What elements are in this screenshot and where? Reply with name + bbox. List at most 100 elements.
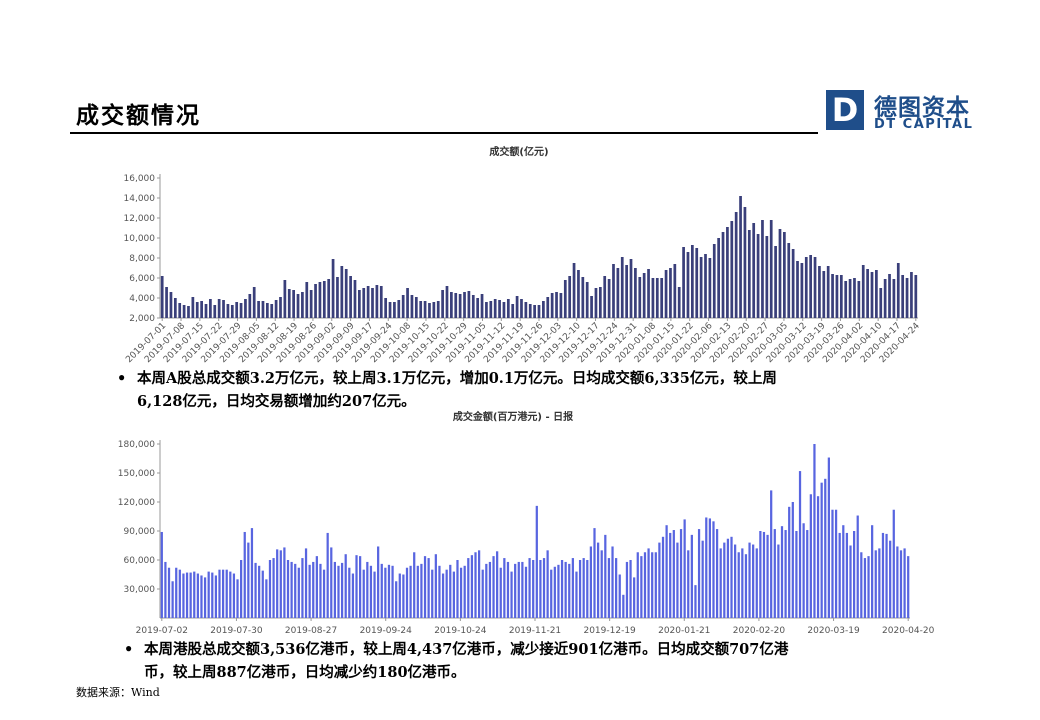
bar xyxy=(344,554,347,618)
bar xyxy=(312,561,315,618)
bar xyxy=(874,550,877,618)
bar xyxy=(160,531,163,618)
y-tick-label: 10,000 xyxy=(124,234,156,244)
bar xyxy=(899,550,903,618)
bar xyxy=(423,301,427,318)
bar xyxy=(371,288,374,318)
bar xyxy=(885,533,888,618)
bar xyxy=(682,247,685,318)
bar xyxy=(625,561,629,618)
bar xyxy=(239,303,243,318)
bar xyxy=(766,534,769,618)
bar xyxy=(726,538,730,618)
bar xyxy=(863,558,867,618)
bar xyxy=(384,298,388,318)
bar xyxy=(910,272,913,318)
bar xyxy=(822,271,826,318)
bar xyxy=(405,567,409,618)
bar xyxy=(373,571,376,618)
bar xyxy=(488,561,492,618)
bar xyxy=(397,300,401,318)
bar xyxy=(250,528,254,618)
bar xyxy=(229,571,232,618)
bar xyxy=(434,554,437,618)
bar xyxy=(881,532,885,618)
bar xyxy=(704,254,707,318)
bar xyxy=(182,573,185,618)
bullet-hk: • 本周港股总成交额3,536亿港币，较上周4,437亿港币，减少接近901亿港… xyxy=(124,638,934,684)
bar xyxy=(391,565,394,618)
bar xyxy=(217,299,221,318)
bar xyxy=(337,565,340,618)
bar xyxy=(344,269,348,318)
bar xyxy=(730,536,733,618)
bar xyxy=(756,234,760,318)
bar xyxy=(441,573,445,618)
bar xyxy=(664,270,668,318)
bar xyxy=(236,579,239,618)
bar xyxy=(870,272,874,318)
bar xyxy=(318,282,322,318)
bar xyxy=(866,269,869,318)
bar xyxy=(452,571,455,618)
bar xyxy=(861,265,865,318)
y-tick-label: 150,000 xyxy=(118,469,155,479)
dt-capital-logo: D 德图资本 DT CAPITAL xyxy=(826,90,986,134)
bar xyxy=(492,556,495,618)
bar xyxy=(243,531,246,618)
bar xyxy=(607,558,611,618)
bar xyxy=(340,266,344,318)
bar xyxy=(521,561,524,618)
bar xyxy=(699,257,703,318)
bar xyxy=(655,278,659,318)
bar xyxy=(582,558,585,618)
bar xyxy=(787,243,791,318)
bar xyxy=(784,530,787,618)
bar xyxy=(824,478,827,618)
bar xyxy=(701,540,704,618)
bar xyxy=(292,290,295,318)
bar xyxy=(379,286,383,318)
bar xyxy=(604,534,607,618)
bar xyxy=(254,562,257,618)
bar xyxy=(788,506,791,618)
bar xyxy=(802,523,805,618)
bar xyxy=(744,554,748,618)
bar xyxy=(878,548,881,618)
bar xyxy=(726,227,729,318)
bar xyxy=(743,207,747,318)
bar xyxy=(555,292,558,318)
bar xyxy=(905,278,909,318)
bar xyxy=(261,570,264,618)
bar xyxy=(813,444,816,618)
bullet-line: 本周港股总成交额3,536亿港币，较上周4,437亿港币，减少接近901亿港币。… xyxy=(144,641,789,658)
bar xyxy=(503,558,506,618)
bar xyxy=(178,569,181,618)
bar xyxy=(502,302,506,318)
bar xyxy=(438,565,441,618)
bar xyxy=(441,290,444,318)
y-tick-label: 120,000 xyxy=(118,498,155,508)
bar xyxy=(524,566,528,618)
bar xyxy=(625,265,628,318)
bar xyxy=(611,546,614,618)
bar xyxy=(362,569,365,618)
y-tick-label: 14,000 xyxy=(124,194,156,204)
bar xyxy=(818,266,821,318)
bar xyxy=(515,296,519,318)
bar xyxy=(301,558,304,618)
x-tick-label: 2019-12-19 xyxy=(583,626,636,636)
bar xyxy=(427,558,430,618)
bar xyxy=(203,577,207,618)
bar xyxy=(857,281,861,318)
bar xyxy=(860,552,863,618)
y-tick-label: 12,000 xyxy=(124,214,156,224)
bar xyxy=(524,302,528,318)
x-tick-label: 2019-08-27 xyxy=(285,626,337,636)
bar xyxy=(593,528,596,618)
chart-title: 成交金额(百万港元) - 日报 xyxy=(453,410,573,423)
bar xyxy=(712,521,715,618)
bar xyxy=(225,569,228,618)
bar xyxy=(286,560,290,618)
bar xyxy=(315,556,318,618)
